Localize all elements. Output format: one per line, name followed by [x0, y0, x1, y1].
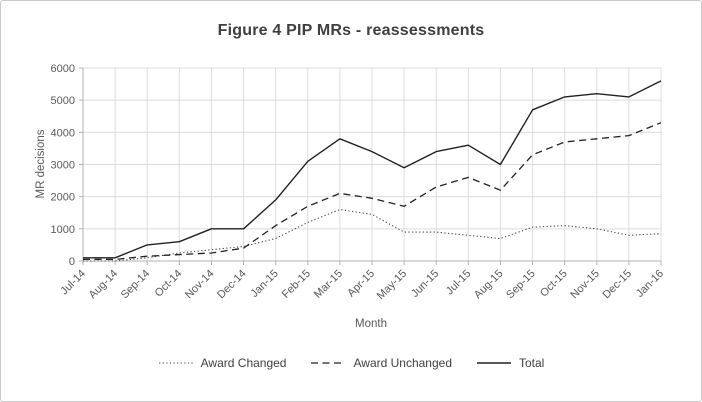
legend-sample-dashed-line	[311, 362, 346, 364]
series-line-award-changed	[83, 208, 662, 262]
x-tick-label: Aug-14	[87, 268, 121, 302]
legend-item-total: Total	[476, 356, 544, 370]
y-tick-label: 3000	[51, 160, 75, 172]
x-tick-label: Jul-14	[58, 268, 88, 298]
y-tick-label: 0	[69, 256, 75, 268]
legend-label: Total	[519, 356, 545, 370]
x-tick-label: Jan-16	[634, 268, 666, 300]
chart-title: Figure 4 PIP MRs - reassessments	[217, 22, 485, 39]
legend-item-award-changed: Award Changed	[158, 356, 287, 370]
legend-item-award-unchanged: Award Unchanged	[310, 356, 452, 370]
x-tick-label: Feb-15	[280, 268, 313, 301]
legend-sample-dotted-line	[158, 362, 193, 364]
x-axis-title: Month	[355, 318, 387, 330]
x-tick-label: Sep-15	[504, 268, 538, 302]
x-tick-label: Nov-14	[183, 268, 217, 302]
x-tick-label: Dec-14	[215, 268, 249, 302]
x-tick-label: Jan-15	[249, 268, 281, 300]
x-tick-label: Apr-15	[345, 268, 377, 300]
x-tick-label: Nov-15	[568, 268, 602, 302]
x-tick-label: Oct-15	[538, 268, 570, 300]
y-tick-label: 5000	[51, 95, 75, 107]
series-line-award-unchanged	[83, 122, 662, 261]
legend-sample-solid-line	[477, 362, 511, 364]
y-tick-label: 4000	[51, 127, 75, 139]
x-tick-label: May-15	[375, 268, 409, 302]
legend-label: Award Unchanged	[353, 356, 452, 370]
x-tick-label: Aug-15	[472, 268, 506, 302]
legend-label: Award Changed	[200, 356, 287, 370]
y-tick-label: 2000	[51, 192, 75, 204]
x-tick-label: Oct-14	[153, 268, 185, 300]
legend: Award Changed Award Unchanged Total	[1, 356, 701, 370]
x-tick-label: Sep-14	[119, 268, 153, 302]
series-line-total	[83, 80, 662, 259]
x-tick-label: Mar-15	[312, 268, 345, 301]
y-tick-label: 6000	[51, 63, 75, 75]
x-tick-label: Jun-15	[409, 268, 441, 300]
y-tick-label: 1000	[51, 224, 75, 236]
x-tick-label: Jul-15	[444, 268, 474, 298]
x-tick-label: Dec-15	[600, 268, 634, 302]
